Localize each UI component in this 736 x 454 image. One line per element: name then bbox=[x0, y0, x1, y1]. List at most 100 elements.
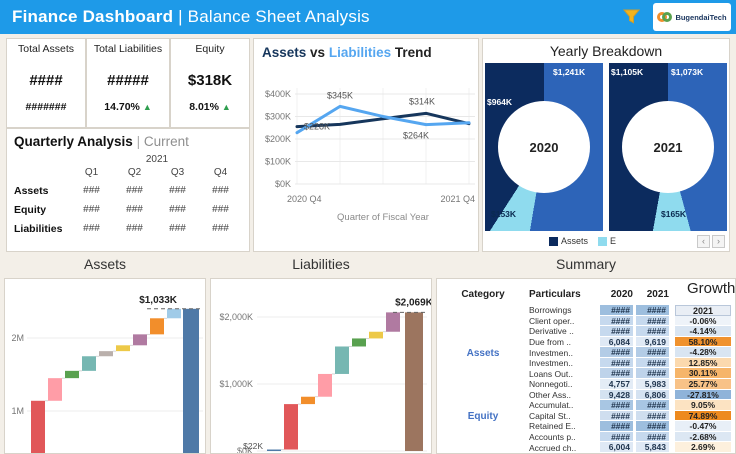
waterfall-bar[interactable] bbox=[335, 346, 349, 374]
summary-2021-cell[interactable]: #### bbox=[635, 347, 669, 358]
summary-category-label[interactable]: Equity bbox=[467, 410, 499, 422]
summary-2020-cell[interactable]: #### bbox=[599, 400, 633, 411]
summary-2021-cell[interactable]: #### bbox=[635, 410, 669, 422]
summary-2020-cell[interactable]: 6,004 bbox=[599, 442, 633, 453]
waterfall-total-bar[interactable] bbox=[405, 312, 423, 451]
header-bar: Finance Dashboard | Balance Sheet Analys… bbox=[0, 0, 736, 34]
summary-2020-cell[interactable]: #### bbox=[599, 357, 633, 369]
trend-line-assets[interactable] bbox=[295, 111, 471, 129]
waterfall-bar[interactable] bbox=[48, 378, 62, 401]
waterfall-bar[interactable] bbox=[301, 396, 315, 405]
summary-2021-cell[interactable]: #### bbox=[635, 368, 669, 379]
summary-particulars: Retained E.. bbox=[529, 421, 576, 432]
summary-2020-cell[interactable]: 9,428 bbox=[599, 389, 633, 401]
summary-growth-cell[interactable]: 25.77% bbox=[675, 378, 731, 390]
trend-panel: Assets vs Liabilities Trend $400K $300K $2… bbox=[253, 38, 479, 252]
quarterly-value-cell[interactable]: ### bbox=[126, 185, 143, 196]
summary-growth-cell[interactable]: -0.06% bbox=[675, 315, 731, 327]
quarterly-value-cell[interactable]: ### bbox=[83, 185, 100, 196]
legend-scroll-button[interactable]: › bbox=[712, 234, 725, 248]
trend-ytick-label: $300K bbox=[265, 112, 291, 122]
waterfall-bar[interactable] bbox=[116, 345, 130, 352]
summary-2021-cell[interactable]: 5,843 bbox=[635, 442, 669, 453]
waterfall-bar[interactable] bbox=[352, 338, 366, 347]
waterfall-bar[interactable] bbox=[31, 400, 45, 453]
summary-particulars: Client oper.. bbox=[529, 315, 575, 326]
waterfall-bar[interactable] bbox=[150, 318, 164, 335]
legend-scroll: ‹ › bbox=[695, 234, 725, 248]
summary-growth-cell[interactable]: 12.85% bbox=[675, 357, 731, 369]
waterfall-bar[interactable] bbox=[386, 312, 400, 332]
quarterly-value-cell[interactable]: ### bbox=[212, 223, 229, 234]
waterfall-ytick-label: $0K bbox=[237, 446, 253, 453]
waterfall-bar[interactable] bbox=[267, 449, 281, 451]
waterfall-bar[interactable] bbox=[284, 404, 298, 450]
summary-header-particulars: Particulars bbox=[529, 289, 581, 300]
kpi-card-total-assets[interactable]: Total Assets #### ####### bbox=[6, 38, 86, 128]
legend-item[interactable]: E bbox=[598, 236, 616, 246]
waterfall-bar[interactable] bbox=[82, 356, 96, 371]
summary-growth-cell[interactable]: -2.68% bbox=[675, 431, 731, 443]
summary-growth-cell[interactable]: 9.05% bbox=[675, 400, 731, 411]
summary-growth-cell[interactable]: 58.10% bbox=[675, 336, 731, 348]
summary-growth-cell[interactable]: 30.11% bbox=[675, 368, 731, 379]
quarterly-value-cell[interactable]: ### bbox=[169, 185, 186, 196]
quarterly-value-cell[interactable]: ### bbox=[83, 223, 100, 234]
donut-hole: 2020 bbox=[498, 101, 590, 193]
quarterly-value-cell[interactable]: ### bbox=[169, 204, 186, 215]
summary-2020-cell[interactable]: #### bbox=[599, 421, 633, 432]
summary-2020-cell[interactable]: #### bbox=[599, 410, 633, 422]
summary-2021-cell[interactable]: #### bbox=[635, 431, 669, 443]
summary-2020-cell[interactable]: #### bbox=[599, 368, 633, 379]
summary-2020-cell[interactable]: #### bbox=[599, 347, 633, 358]
summary-2021-cell[interactable]: 9,619 bbox=[635, 336, 669, 348]
summary-2021-cell[interactable]: #### bbox=[635, 400, 669, 411]
summary-2020-cell[interactable]: 4,757 bbox=[599, 378, 633, 390]
waterfall-bar[interactable] bbox=[133, 334, 147, 346]
summary-2020-cell[interactable]: #### bbox=[599, 315, 633, 327]
quarterly-value-cell[interactable]: ### bbox=[212, 204, 229, 215]
quarterly-value-cell[interactable]: ### bbox=[126, 204, 143, 215]
summary-2021-cell[interactable]: #### bbox=[635, 326, 669, 337]
summary-growth-cell[interactable]: -4.14% bbox=[675, 326, 731, 337]
summary-category-label[interactable]: Assets bbox=[466, 347, 500, 359]
waterfall-bar[interactable] bbox=[99, 351, 113, 357]
waterfall-bar[interactable] bbox=[369, 331, 383, 339]
summary-2021-cell[interactable]: #### bbox=[635, 357, 669, 369]
summary-growth-cell[interactable]: -0.47% bbox=[675, 421, 731, 432]
summary-2021-cell[interactable]: #### bbox=[635, 421, 669, 432]
summary-growth-cell[interactable]: 74.89% bbox=[675, 410, 731, 422]
trend-line-liabilities[interactable] bbox=[295, 104, 471, 135]
summary-2021-cell[interactable]: #### bbox=[635, 315, 669, 327]
legend-scroll-button[interactable]: ‹ bbox=[697, 234, 710, 248]
waterfall-total-bar[interactable] bbox=[183, 308, 199, 453]
kpi-card-equity[interactable]: Equity $318K 8.01% ▲ bbox=[170, 38, 250, 128]
quarterly-table: Assets ### ### ### ### Equity ### ### ### ### Liab… bbox=[7, 185, 249, 235]
summary-2020-cell[interactable]: #### bbox=[599, 326, 633, 337]
summary-2021-cell[interactable]: #### bbox=[635, 305, 669, 316]
summary-growth-cell[interactable]: -27.81% bbox=[675, 389, 731, 401]
summary-2020-cell[interactable]: #### bbox=[599, 431, 633, 443]
summary-growth-cell[interactable]: -4.28% bbox=[675, 347, 731, 358]
quarterly-row: Assets ### ### ### ### bbox=[7, 185, 249, 197]
trend-point-label: $345K bbox=[327, 90, 353, 100]
quarterly-value-cell[interactable]: ### bbox=[169, 223, 186, 234]
filter-funnel-icon[interactable] bbox=[622, 9, 641, 29]
waterfall-bar[interactable] bbox=[65, 370, 79, 379]
waterfall-bar[interactable] bbox=[167, 308, 181, 319]
summary-2021-cell[interactable]: 6,806 bbox=[635, 389, 669, 401]
legend-item[interactable]: Assets bbox=[549, 236, 588, 246]
waterfall-total-label: $1,033K bbox=[139, 295, 178, 306]
waterfall-bar[interactable] bbox=[318, 373, 332, 397]
quarterly-mode-toggle[interactable]: Current bbox=[143, 134, 189, 149]
pie-value-label: $1,073K bbox=[671, 67, 704, 77]
summary-growth-cell[interactable]: 2.69% bbox=[675, 442, 731, 453]
quarterly-value-cell[interactable]: ### bbox=[83, 204, 100, 215]
summary-2021-cell[interactable]: 5,983 bbox=[635, 378, 669, 390]
quarterly-value-cell[interactable]: ### bbox=[126, 223, 143, 234]
summary-2020-cell[interactable]: 6,084 bbox=[599, 336, 633, 348]
donut-hole: 2021 bbox=[622, 101, 714, 193]
kpi-card-total-liabilities[interactable]: Total Liabilities ##### 14.70% ▲ bbox=[86, 38, 170, 128]
quarterly-value-cell[interactable]: ### bbox=[212, 185, 229, 196]
summary-2020-cell[interactable]: #### bbox=[599, 305, 633, 316]
